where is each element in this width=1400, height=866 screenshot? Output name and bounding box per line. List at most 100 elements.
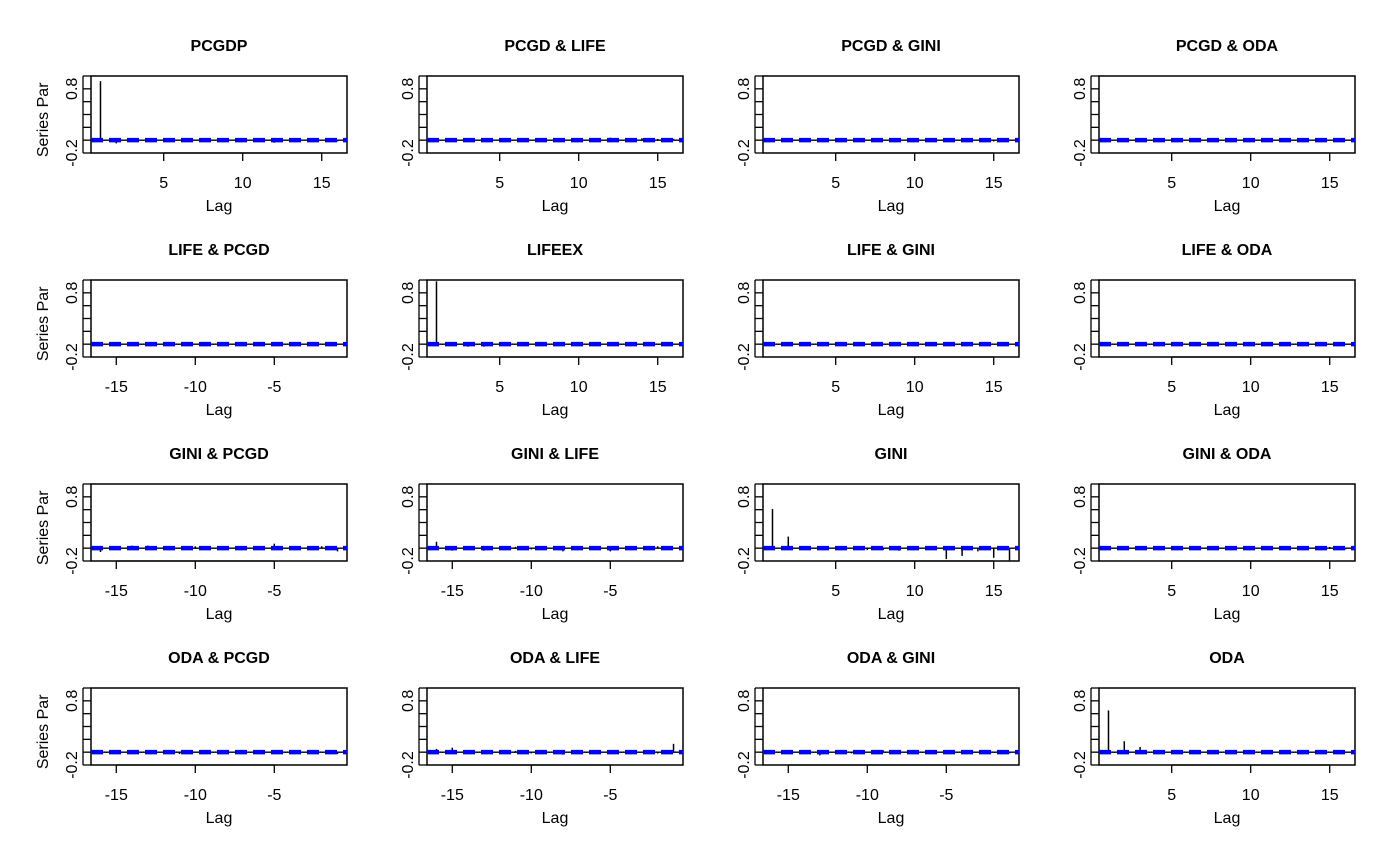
x-tick-label: 5 <box>495 379 504 396</box>
x-tick-label: 10 <box>1242 583 1260 600</box>
pacf-panel: GINI & ODA -0.2 0.8 5 10 15 Lag <box>1072 446 1356 623</box>
x-tick-label: 10 <box>906 175 924 192</box>
panel-title: ODA & GINI <box>847 650 935 667</box>
x-tick-label: 15 <box>985 583 1003 600</box>
y-tick-label: 0.8 <box>1072 282 1089 304</box>
pacf-panel: LIFEEX -0.2 0.8 5 10 15 Lag <box>400 242 684 419</box>
y-tick-label: -0.2 <box>1072 139 1089 167</box>
x-tick-label: -5 <box>267 583 281 600</box>
x-axis-label: Lag <box>542 810 569 827</box>
pacf-panel: ODA & PCGD -0.2 0.8 -15 -10 -5 Lag <box>64 650 348 827</box>
panel-title: GINI <box>875 446 908 463</box>
y-tick-label: -0.2 <box>64 751 81 779</box>
x-axis-label: Lag <box>878 810 905 827</box>
x-axis-label: Lag <box>206 402 233 419</box>
x-tick-label: -5 <box>939 787 953 804</box>
y-axis-label: Panel Series Partial ACF <box>35 230 52 406</box>
y-tick-label: -0.2 <box>400 547 417 575</box>
x-tick-label: -10 <box>184 583 207 600</box>
y-tick-label: -0.2 <box>400 751 417 779</box>
y-tick-label: -0.2 <box>736 547 753 575</box>
y-tick-label: -0.2 <box>736 751 753 779</box>
x-tick-label: 10 <box>570 175 588 192</box>
pacf-panel: ODA -0.2 0.8 5 10 15 Lag <box>1072 650 1356 827</box>
x-tick-label: 10 <box>906 379 924 396</box>
x-tick-label: 15 <box>1321 379 1339 396</box>
x-tick-label: 5 <box>1167 379 1176 396</box>
y-tick-label: -0.2 <box>400 139 417 167</box>
x-tick-label: 15 <box>985 379 1003 396</box>
x-tick-label: -15 <box>105 583 128 600</box>
y-tick-label: -0.2 <box>1072 343 1089 371</box>
x-tick-label: 5 <box>831 583 840 600</box>
y-tick-label: -0.2 <box>64 547 81 575</box>
y-tick-label: -0.2 <box>64 343 81 371</box>
y-tick-label: -0.2 <box>1072 547 1089 575</box>
x-tick-label: -15 <box>441 583 464 600</box>
x-tick-label: 5 <box>831 379 840 396</box>
pacf-panel: PCGDP -0.2 0.8 5 10 15 Lag <box>64 38 348 215</box>
x-axis-label: Lag <box>206 606 233 623</box>
pacf-panel: LIFE & ODA -0.2 0.8 5 10 15 Lag <box>1072 242 1356 419</box>
y-tick-label: 0.8 <box>736 486 753 508</box>
x-tick-label: -10 <box>184 379 207 396</box>
pacf-panel: ODA & GINI -0.2 0.8 -15 -10 -5 Lag <box>736 650 1020 827</box>
x-axis-label: Lag <box>878 402 905 419</box>
y-axis-label: Panel Series Partial ACF <box>35 638 52 814</box>
pacf-panel: GINI & PCGD -0.2 0.8 -15 -10 -5 Lag <box>64 446 348 623</box>
y-tick-label: 0.8 <box>1072 78 1089 100</box>
panel-title: LIFE & ODA <box>1182 242 1273 259</box>
x-tick-label: 15 <box>313 175 331 192</box>
y-tick-label: -0.2 <box>736 139 753 167</box>
panel-title: GINI & LIFE <box>511 446 599 463</box>
y-axis-label: Panel Series Partial ACF <box>35 26 52 202</box>
x-tick-label: -5 <box>603 583 617 600</box>
y-tick-label: 0.8 <box>736 282 753 304</box>
pacf-panel: PCGD & LIFE -0.2 0.8 5 10 15 Lag <box>400 38 684 215</box>
x-tick-label: 10 <box>1242 787 1260 804</box>
x-axis-label: Lag <box>542 402 569 419</box>
x-axis-label: Lag <box>542 198 569 215</box>
x-tick-label: 15 <box>1321 787 1339 804</box>
x-axis-label: Lag <box>1214 810 1241 827</box>
x-tick-label: -15 <box>441 787 464 804</box>
pacf-panel: GINI & LIFE -0.2 0.8 -15 -10 -5 Lag <box>400 446 684 623</box>
x-tick-label: -15 <box>777 787 800 804</box>
y-tick-label: -0.2 <box>1072 751 1089 779</box>
x-tick-label: -10 <box>520 787 543 804</box>
y-tick-label: 0.8 <box>64 486 81 508</box>
y-tick-label: 0.8 <box>400 78 417 100</box>
x-tick-label: 10 <box>234 175 252 192</box>
x-tick-label: 5 <box>831 175 840 192</box>
panel-title: LIFEEX <box>527 242 583 259</box>
x-tick-label: 5 <box>495 175 504 192</box>
pacf-panel: PCGD & ODA -0.2 0.8 5 10 15 Lag <box>1072 38 1356 215</box>
panel-title: GINI & ODA <box>1183 446 1272 463</box>
panel-title: PCGD & GINI <box>841 38 941 55</box>
y-axis-label: Panel Series Partial ACF <box>35 434 52 610</box>
x-tick-label: 5 <box>1167 583 1176 600</box>
x-tick-label: 5 <box>1167 175 1176 192</box>
y-tick-label: 0.8 <box>64 282 81 304</box>
y-tick-label: 0.8 <box>64 690 81 712</box>
x-tick-label: 15 <box>649 175 667 192</box>
x-tick-label: 10 <box>1242 379 1260 396</box>
y-tick-label: 0.8 <box>64 78 81 100</box>
x-tick-label: -5 <box>267 379 281 396</box>
panel-title: PCGD & ODA <box>1176 38 1279 55</box>
pacf-panel: LIFE & GINI -0.2 0.8 5 10 15 Lag <box>736 242 1020 419</box>
pacf-panel: LIFE & PCGD -0.2 0.8 -15 -10 -5 Lag <box>64 242 348 419</box>
x-tick-label: 15 <box>985 175 1003 192</box>
panel-title: ODA & PCGD <box>168 650 270 667</box>
x-axis-label: Lag <box>878 198 905 215</box>
x-tick-label: 10 <box>906 583 924 600</box>
x-tick-label: 5 <box>1167 787 1176 804</box>
x-tick-label: -15 <box>105 379 128 396</box>
x-tick-label: -5 <box>267 787 281 804</box>
x-tick-label: 5 <box>159 175 168 192</box>
x-tick-label: -10 <box>520 583 543 600</box>
y-tick-label: -0.2 <box>400 343 417 371</box>
x-axis-label: Lag <box>1214 606 1241 623</box>
x-tick-label: -15 <box>105 787 128 804</box>
